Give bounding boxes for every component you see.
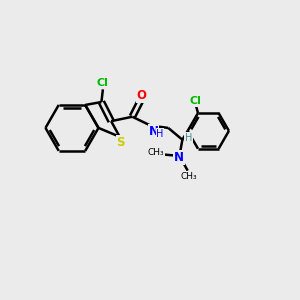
- Text: CH₃: CH₃: [148, 148, 164, 157]
- Text: CH₃: CH₃: [181, 172, 197, 181]
- Text: H: H: [156, 129, 164, 139]
- Text: N: N: [148, 125, 158, 138]
- Text: Cl: Cl: [189, 96, 201, 106]
- Text: Cl: Cl: [97, 78, 109, 88]
- Text: H: H: [185, 133, 193, 143]
- Text: O: O: [137, 89, 147, 102]
- Text: N: N: [174, 151, 184, 164]
- Text: S: S: [117, 136, 125, 148]
